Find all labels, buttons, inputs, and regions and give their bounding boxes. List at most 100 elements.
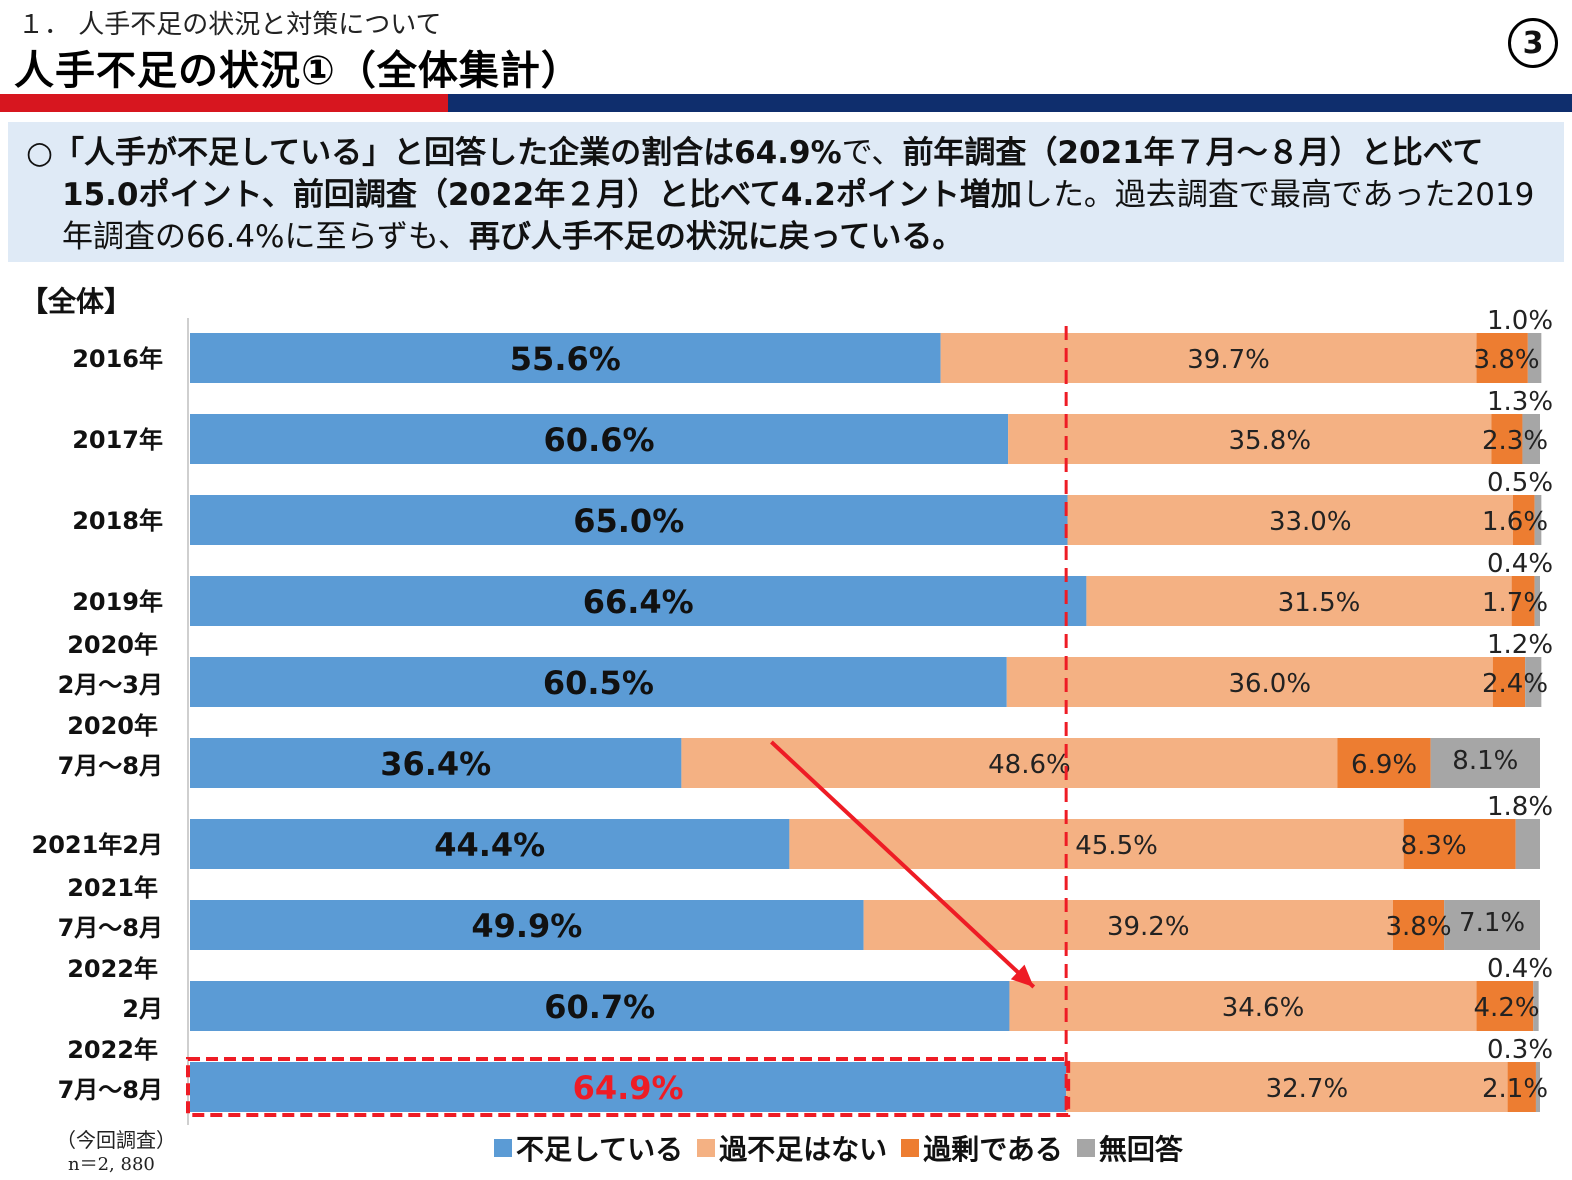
data-label-surplus: 2.1%: [1482, 1074, 1548, 1104]
data-label-shortage: 60.7%: [544, 988, 655, 1026]
seg-not-shortage: [1066, 1062, 1508, 1112]
seg-not-shortage: [940, 333, 1477, 383]
legend-swatch: [1076, 1139, 1095, 1157]
seg-not-shortage: [1067, 495, 1513, 545]
seg-no-answer: [1525, 657, 1542, 707]
summary-text: ○「人手が不足している」と回答した企業の割合は64.9%: [26, 135, 842, 171]
data-label-no-answer: 7.1%: [1459, 908, 1525, 938]
header-bar-blue: [448, 94, 1572, 112]
section-label: 【全体】: [20, 285, 133, 318]
y-tick-label: 2017年: [72, 426, 163, 454]
seg-shortage: [190, 495, 1068, 545]
data-label-not-shortage: 34.6%: [1222, 993, 1305, 1023]
data-label-shortage: 66.4%: [583, 583, 694, 621]
seg-no-answer: [1534, 576, 1540, 626]
y-tick-label: 7月～8月: [58, 1076, 163, 1104]
summary-line-2: 15.0ポイント、前回調査（2022年２月）と比べて4.2ポイント増加した。過去…: [26, 174, 1546, 216]
data-label-shortage: 64.9%: [573, 1069, 684, 1107]
y-tick-label: 2月～3月: [58, 671, 163, 699]
data-label-no-answer: 0.4%: [1487, 549, 1553, 579]
data-label-not-shortage: 48.6%: [988, 750, 1071, 780]
y-tick-label: 7月～8月: [58, 914, 163, 942]
legend-item-surplus: 過剰である: [901, 1128, 1063, 1168]
seg-not-shortage: [789, 819, 1404, 869]
seg-shortage: [190, 333, 941, 383]
sample-size-note: n＝2, 880: [68, 1154, 155, 1175]
seg-surplus: [1492, 657, 1526, 707]
header-bar-red: [0, 94, 448, 112]
seg-shortage: [190, 900, 864, 950]
y-tick-label: 2月: [122, 995, 163, 1023]
legend-label: 無回答: [1098, 1133, 1183, 1166]
page-title: 人手不足の状況①（全体集計）: [14, 48, 582, 94]
data-label-not-shortage: 39.2%: [1107, 912, 1190, 942]
seg-no-answer: [1430, 738, 1540, 788]
legend-item-shortage: 不足している: [494, 1128, 683, 1168]
data-label-not-shortage: 31.5%: [1278, 588, 1361, 618]
chart-legend: 不足している 過不足はない 過剰である 無回答: [494, 1128, 1183, 1168]
summary-text: 再び人手不足の状況に戻っている。: [468, 219, 964, 255]
seg-shortage: [190, 819, 790, 869]
seg-not-shortage: [1086, 576, 1512, 626]
seg-not-shortage: [1006, 657, 1493, 707]
data-label-not-shortage: 35.8%: [1228, 426, 1311, 456]
highlight-box: [186, 1057, 1071, 1117]
seg-shortage: [190, 657, 1007, 707]
data-label-surplus: 3.8%: [1385, 912, 1451, 942]
summary-line-3: 年調査の66.4%に至らずも、再び人手不足の状況に戻っている。: [26, 216, 1546, 258]
seg-no-answer: [1522, 414, 1540, 464]
data-label-no-answer: 1.3%: [1487, 387, 1553, 417]
seg-surplus: [1476, 981, 1534, 1031]
seg-surplus: [1476, 333, 1528, 383]
legend-item-not-shortage: 過不足はない: [697, 1128, 887, 1168]
seg-not-shortage: [1009, 981, 1477, 1031]
y-tick-label: 2020年: [67, 631, 158, 659]
data-label-shortage: 60.6%: [544, 421, 655, 459]
data-label-surplus: 2.4%: [1482, 669, 1548, 699]
seg-shortage: [190, 414, 1009, 464]
data-label-surplus: 8.3%: [1401, 831, 1467, 861]
y-tick-label: 2021年: [67, 874, 158, 902]
legend-label: 不足している: [516, 1133, 684, 1166]
y-tick-label: 2022年: [67, 1036, 158, 1064]
legend-swatch: [494, 1139, 512, 1157]
data-label-shortage: 36.4%: [380, 745, 491, 783]
trend-arrow-head: [1010, 964, 1034, 987]
data-label-not-shortage: 32.7%: [1266, 1074, 1349, 1104]
seg-shortage: [190, 1062, 1067, 1112]
seg-not-shortage: [681, 738, 1338, 788]
data-label-surplus: 1.6%: [1482, 507, 1548, 537]
data-label-surplus: 4.2%: [1474, 993, 1540, 1023]
data-label-no-answer: 0.3%: [1487, 1035, 1553, 1065]
seg-no-answer: [1527, 333, 1542, 383]
trend-arrow: [770, 740, 1036, 989]
legend-swatch: [901, 1139, 920, 1157]
summary-text: 前年調査（2021年７月～８月）と比べて: [902, 135, 1484, 171]
y-tick-label: 2021年2月: [32, 831, 164, 859]
page-number-badge: 3: [1508, 18, 1558, 68]
seg-shortage: [190, 576, 1087, 626]
seg-no-answer: [1515, 819, 1540, 869]
seg-shortage: [190, 738, 682, 788]
data-label-surplus: 6.9%: [1351, 750, 1417, 780]
data-label-shortage: 55.6%: [510, 340, 621, 378]
seg-not-shortage: [1008, 414, 1492, 464]
data-label-shortage: 49.9%: [471, 907, 582, 945]
y-tick-label: 2022年: [67, 955, 158, 983]
data-label-no-answer: 1.8%: [1487, 792, 1553, 822]
data-label-shortage: 65.0%: [573, 502, 684, 540]
seg-surplus: [1511, 576, 1535, 626]
seg-no-answer: [1444, 900, 1540, 950]
data-label-not-shortage: 36.0%: [1228, 669, 1311, 699]
summary-text: した。過去調査で最高であった2019: [1021, 177, 1535, 213]
data-label-surplus: 2.3%: [1482, 426, 1548, 456]
data-label-no-answer: 1.2%: [1487, 630, 1553, 660]
summary-text: 15.0ポイント、前回調査（2022年２月）と比べて4.2ポイント増加: [62, 177, 1022, 213]
seg-no-answer: [1535, 1062, 1540, 1112]
data-label-not-shortage: 33.0%: [1269, 507, 1352, 537]
legend-item-no-answer: 無回答: [1076, 1128, 1183, 1168]
data-label-no-answer: 8.1%: [1452, 746, 1518, 776]
seg-surplus: [1491, 414, 1523, 464]
seg-surplus: [1403, 819, 1516, 869]
